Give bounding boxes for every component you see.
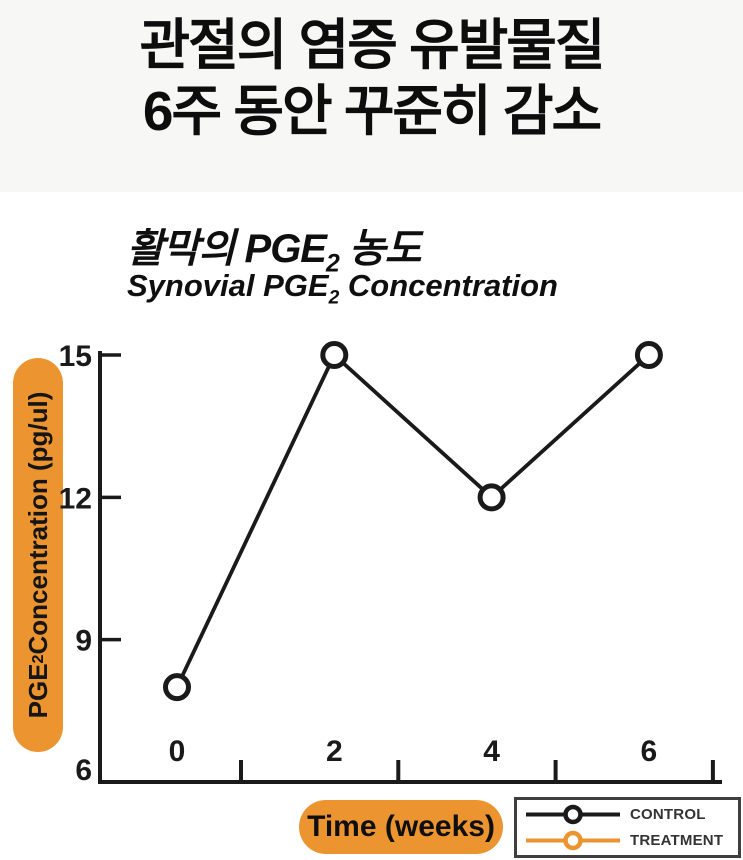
y-axis-label-tail: Concentration (pg/ul) — [22, 391, 53, 655]
x-axis-label-pill: Time (weeks) — [299, 800, 503, 854]
chart-title-english-tail: Concentration — [339, 268, 558, 303]
data-point-control — [163, 673, 191, 702]
x-tick-label: 6 — [641, 735, 658, 768]
y-tick-label: 12 — [59, 482, 92, 515]
data-point-control — [320, 341, 349, 369]
x-tick-label: 0 — [169, 735, 186, 768]
x-tick-label: 2 — [326, 735, 343, 768]
headline-line-2: 6주 동안 꾸준히 감소 — [142, 80, 602, 142]
legend: CONTROL TREATMENT — [514, 797, 741, 858]
legend-row-control: CONTROL — [523, 802, 732, 827]
chart-title-korean: 활막의 PGE2 농도 — [127, 216, 422, 278]
data-point-control — [477, 483, 506, 512]
axes — [98, 351, 722, 784]
chart-title-korean-text: 활막의 PGE — [127, 227, 327, 271]
chart-title-korean-tail: 농도 — [338, 227, 422, 271]
y-tick-label: 6 — [75, 754, 92, 787]
y-axis-label-subscript: 2 — [28, 654, 47, 664]
legend-label-treatment: TREATMENT — [630, 832, 724, 849]
legend-label-control: CONTROL — [630, 806, 706, 823]
chart-title-english: Synovial PGE2 Concentration — [127, 268, 558, 309]
treatment-line-marker-icon — [526, 830, 620, 851]
y-axis-label: PGE 2 Concentration (pg/ul) — [13, 358, 63, 752]
chart-title-english-subscript: 2 — [328, 287, 340, 309]
chart-title-korean-subscript: 2 — [326, 250, 340, 278]
headline-band: 관절의 염증 유발물질 6주 동안 꾸준히 감소 — [0, 0, 743, 192]
legend-row-treatment: TREATMENT — [523, 828, 732, 853]
data-point-control — [634, 341, 663, 369]
control-line-marker-icon — [526, 804, 620, 825]
y-tick-label: 15 — [59, 340, 92, 373]
chart-title-english-text: Synovial PGE — [127, 268, 329, 303]
y-axis-label-text: PGE — [22, 663, 53, 719]
headline-line-1: 관절의 염증 유발물질 — [139, 14, 606, 76]
series-line-control — [175, 351, 651, 688]
y-tick-label: 9 — [75, 625, 92, 658]
y-axis-label-pill: PGE 2 Concentration (pg/ul) — [13, 358, 63, 752]
x-tick-label: 4 — [483, 735, 500, 768]
x-axis-label: Time (weeks) — [307, 810, 495, 843]
